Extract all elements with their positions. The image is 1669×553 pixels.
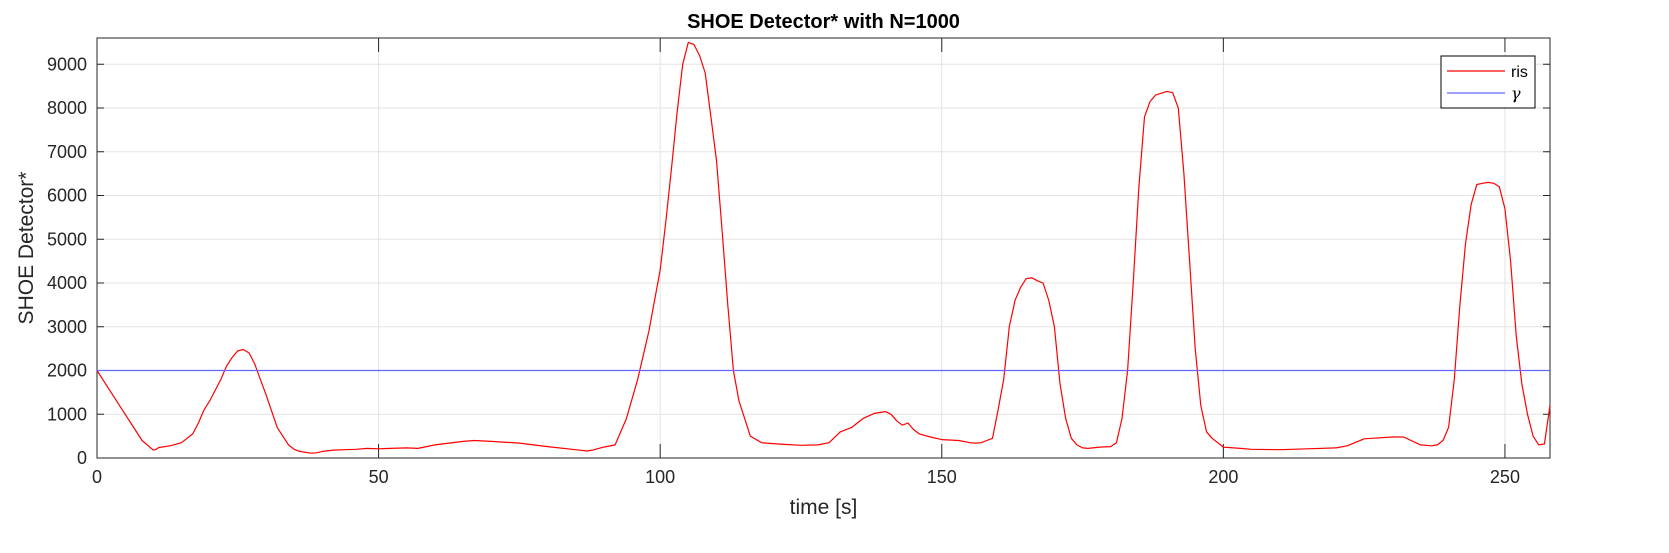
y-tick-label: 1000 bbox=[47, 404, 87, 424]
series-line-ris bbox=[96, 41, 1551, 454]
y-axis-label: SHOE Detector* bbox=[15, 172, 38, 325]
y-tick-label: 5000 bbox=[47, 229, 87, 249]
y-tick-label: 7000 bbox=[47, 142, 87, 162]
x-tick-label: 150 bbox=[927, 467, 957, 487]
y-tick-label: 3000 bbox=[47, 317, 87, 337]
legend-label-gamma: γ bbox=[1511, 84, 1521, 103]
series-group bbox=[96, 41, 1551, 454]
grid bbox=[96, 38, 1550, 459]
x-tick-label: 250 bbox=[1490, 467, 1520, 487]
x-axis-ticks: 0 50 100 150 200 250 bbox=[92, 38, 1520, 487]
y-tick-label: 6000 bbox=[47, 186, 87, 206]
x-tick-label: 50 bbox=[369, 467, 389, 487]
plot-frame bbox=[96, 37, 1551, 459]
x-tick-label: 0 bbox=[92, 467, 102, 487]
x-tick-label: 100 bbox=[645, 467, 675, 487]
chart-title: SHOE Detector* with N=1000 bbox=[687, 11, 960, 33]
y-tick-label: 2000 bbox=[47, 361, 87, 381]
legend-box bbox=[1440, 55, 1536, 109]
legend-label-ris: ris bbox=[1511, 64, 1528, 81]
y-tick-label: 8000 bbox=[47, 98, 87, 118]
x-axis-label: time [s] bbox=[790, 496, 858, 519]
y-tick-label: 9000 bbox=[47, 54, 87, 74]
y-axis-ticks: 0 1000 2000 3000 4000 5000 6000 7000 8000 9000 bbox=[47, 54, 1550, 468]
x-tick-label: 200 bbox=[1208, 467, 1238, 487]
y-tick-label: 0 bbox=[77, 448, 87, 468]
y-tick-label: 4000 bbox=[47, 273, 87, 293]
legend: ris γ bbox=[1440, 55, 1536, 109]
